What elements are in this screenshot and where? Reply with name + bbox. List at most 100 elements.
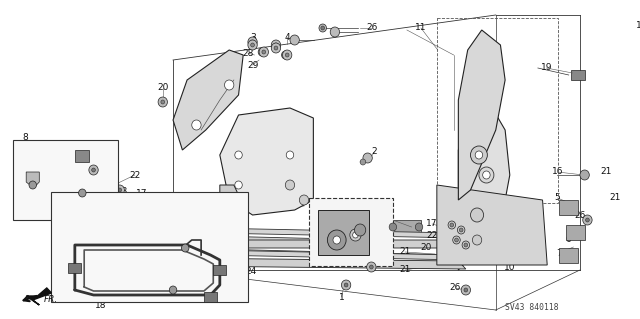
Circle shape [464,243,468,247]
Circle shape [461,285,470,295]
Polygon shape [477,175,496,200]
Circle shape [258,48,266,56]
Circle shape [284,53,287,57]
Text: 5: 5 [555,194,561,203]
Circle shape [259,47,268,57]
Text: 3: 3 [251,33,257,42]
Circle shape [285,180,294,190]
Circle shape [109,173,112,177]
Polygon shape [566,225,584,240]
Text: 25: 25 [236,286,247,294]
Circle shape [79,189,86,197]
Text: 26: 26 [574,211,586,220]
Circle shape [389,223,397,231]
Circle shape [460,231,467,239]
Circle shape [464,288,468,292]
Text: 26: 26 [101,153,113,162]
Circle shape [479,167,494,183]
Text: 17: 17 [426,219,438,228]
Circle shape [586,218,589,222]
Text: 21: 21 [399,248,411,256]
Text: 25: 25 [46,175,57,184]
Text: 16: 16 [552,167,563,176]
Circle shape [168,247,178,257]
Text: 22: 22 [426,231,438,240]
Polygon shape [559,200,578,215]
Polygon shape [458,90,510,270]
Circle shape [286,151,294,159]
Polygon shape [351,241,360,255]
Polygon shape [318,210,369,255]
Text: SV43 840118: SV43 840118 [504,303,558,313]
Text: 14: 14 [502,224,514,233]
Circle shape [271,43,280,53]
Text: 29: 29 [247,61,259,70]
Text: 24: 24 [245,266,256,276]
Text: 12: 12 [636,21,640,31]
Text: 10: 10 [504,263,516,272]
Circle shape [248,37,257,47]
Polygon shape [206,250,463,260]
Circle shape [470,146,487,164]
Circle shape [472,235,482,245]
Circle shape [168,234,178,244]
Polygon shape [68,263,81,273]
Circle shape [285,53,289,57]
Circle shape [360,159,365,165]
Circle shape [460,228,463,232]
Circle shape [450,223,454,227]
Polygon shape [437,185,547,265]
Circle shape [115,185,124,195]
Circle shape [491,251,500,261]
Circle shape [367,262,376,272]
Text: 18: 18 [95,301,107,310]
Bar [437,18,559,203]
Circle shape [158,97,168,107]
Polygon shape [173,258,466,269]
Circle shape [251,40,255,44]
Circle shape [106,200,115,210]
Circle shape [415,223,423,231]
Circle shape [118,188,122,192]
Circle shape [192,120,201,130]
Circle shape [89,165,98,175]
Text: FR.: FR. [44,295,58,305]
Circle shape [161,100,164,104]
Text: 20: 20 [157,84,168,93]
Circle shape [458,226,465,234]
Circle shape [454,238,458,242]
Circle shape [363,153,372,163]
Text: 4: 4 [284,33,290,41]
Polygon shape [391,220,421,235]
Text: 21: 21 [310,228,322,238]
Text: 9: 9 [327,254,333,263]
Bar [51,192,248,302]
Circle shape [115,210,124,220]
Circle shape [580,170,589,180]
Circle shape [286,181,294,189]
Text: 8: 8 [22,133,28,143]
Circle shape [344,283,348,287]
Text: 22: 22 [129,170,140,180]
Text: 6: 6 [566,235,572,244]
Polygon shape [173,50,243,150]
Text: 20: 20 [420,243,431,253]
Bar [13,140,118,220]
Circle shape [321,26,324,30]
Text: 28: 28 [242,48,253,57]
Circle shape [170,286,177,294]
Text: 24: 24 [55,159,67,167]
Circle shape [452,236,460,244]
Polygon shape [173,248,496,260]
Circle shape [460,253,467,261]
Polygon shape [206,228,463,238]
Text: 23: 23 [116,188,127,197]
Polygon shape [220,108,314,215]
Text: 1: 1 [339,293,344,301]
Circle shape [333,236,340,244]
Polygon shape [75,150,89,162]
Text: 21: 21 [399,265,411,275]
Circle shape [274,46,278,50]
Circle shape [483,171,490,179]
Text: 13: 13 [381,213,393,222]
